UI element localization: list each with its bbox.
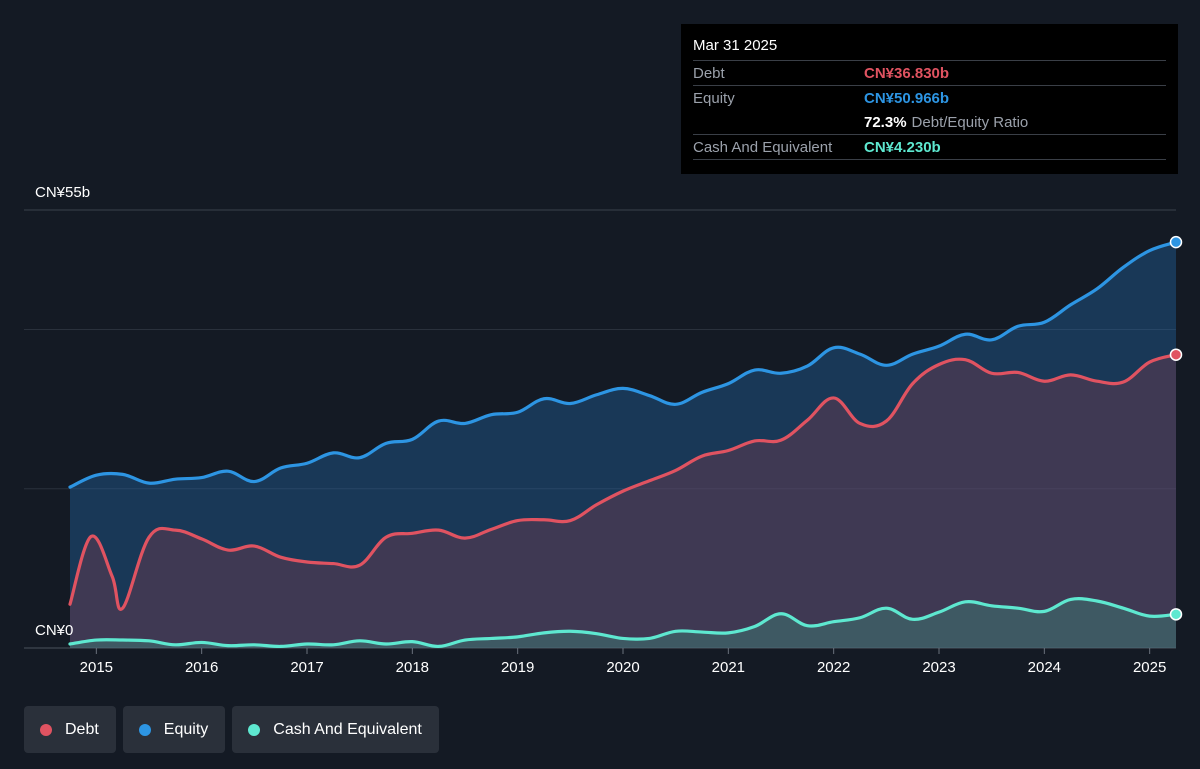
tooltip-date: Mar 31 2025 (693, 37, 778, 54)
x-tick-label: 2019 (501, 659, 534, 676)
tooltip-cash-row: Cash And Equivalent CN¥4.230b (693, 134, 1166, 160)
legend-label-debt: Debt (65, 720, 99, 738)
data-tooltip: Mar 31 2025 Debt CN¥36.830b Equity CN¥50… (681, 24, 1178, 174)
tooltip-ratio-label: Debt/Equity Ratio (911, 113, 1029, 131)
area-equity (70, 242, 1176, 648)
legend-item-equity[interactable]: Equity (122, 706, 226, 753)
x-tick-label: 2025 (1133, 659, 1166, 676)
series-endpoints (1169, 235, 1183, 621)
x-tick-label: 2020 (606, 659, 639, 676)
tooltip-debt-value: CN¥36.830b (864, 64, 950, 82)
legend-item-debt[interactable]: Debt (24, 706, 116, 753)
chart-legend: Debt Equity Cash And Equivalent (24, 706, 439, 753)
x-tick-label: 2018 (396, 659, 429, 676)
x-axis-ticks: 2015 2016 2017 2018 2019 2020 2021 2022 2023 2024… (80, 648, 1166, 676)
x-tick-label: 2024 (1028, 659, 1061, 676)
tooltip-cash-value: CN¥4.230b (864, 138, 941, 156)
tooltip-ratio-row: 72.3% Debt/Equity Ratio (693, 110, 1166, 134)
x-tick-label: 2021 (712, 659, 745, 676)
area-debt (70, 354, 1176, 648)
legend-dot-equity-icon (138, 723, 151, 736)
x-tick-label: 2017 (290, 659, 323, 676)
line-equity (68, 240, 1178, 489)
tooltip-ratio-value: 72.3% (864, 113, 907, 131)
tooltip-equity-value: CN¥50.966b (864, 89, 950, 107)
x-tick-label: 2016 (185, 659, 218, 676)
tooltip-debt-row: Debt CN¥36.830b (693, 60, 1166, 85)
endpoint-debt (1169, 348, 1183, 361)
y-axis-min-label: CN¥0 (35, 622, 74, 639)
endpoint-equity (1169, 235, 1183, 249)
debt-equity-chart: 2015 2016 2017 2018 2019 2020 2021 2022 2023 2024… (24, 209, 1183, 676)
legend-label-cash: Cash And Equivalent (273, 720, 422, 738)
x-tick-label: 2023 (922, 659, 955, 676)
line-debt (68, 353, 1178, 611)
tooltip-cash-label: Cash And Equivalent (693, 138, 833, 156)
tooltip-equity-label: Equity (693, 89, 735, 107)
line-cash-and-equivalent (68, 597, 1178, 649)
x-tick-label: 2015 (80, 659, 113, 676)
tooltip-equity-row: Equity CN¥50.966b (693, 85, 1166, 110)
series-areas (70, 242, 1176, 648)
legend-dot-debt-icon (40, 723, 52, 736)
endpoint-cash-and-equivalent (1169, 608, 1183, 621)
gridlines (24, 209, 1176, 649)
y-axis-max-label: CN¥55b (35, 184, 91, 201)
legend-label-equity: Equity (163, 720, 209, 738)
legend-dot-cash-icon (248, 723, 261, 736)
legend-item-cash[interactable]: Cash And Equivalent (232, 706, 439, 753)
area-cash-and-equivalent (70, 598, 1176, 648)
tooltip-debt-label: Debt (693, 64, 725, 82)
series-lines (68, 240, 1178, 649)
x-tick-label: 2022 (817, 659, 850, 676)
